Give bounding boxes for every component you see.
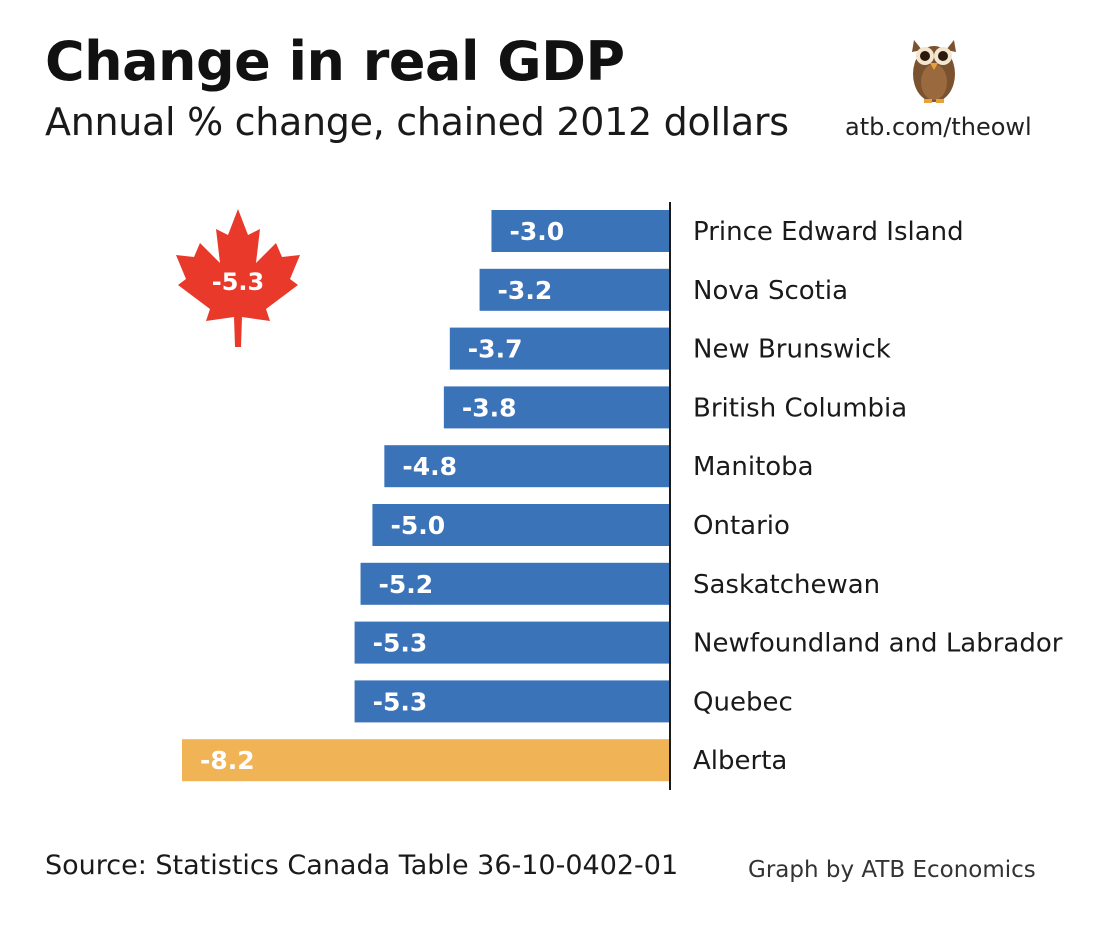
data-label: -8.2 — [200, 746, 255, 775]
category-label: Quebec — [693, 687, 793, 717]
data-label: -3.7 — [468, 335, 523, 364]
national-value-label: -5.3 — [211, 268, 265, 296]
category-label: British Columbia — [693, 393, 907, 423]
bar-quebec — [354, 680, 670, 723]
credit-note: Graph by ATB Economics — [748, 857, 1036, 883]
data-label: -5.0 — [390, 511, 445, 540]
data-label: -3.2 — [498, 276, 553, 305]
bar-prince-edward-island — [491, 210, 670, 252]
data-label: -3.8 — [462, 393, 517, 422]
category-label: Nova Scotia — [693, 276, 848, 306]
maple-leaf-icon — [176, 209, 300, 347]
category-label: Newfoundland and Labrador — [693, 629, 1063, 659]
chart-title: Change in real GDP — [45, 30, 625, 93]
bar-alberta — [182, 739, 670, 782]
data-label: -5.2 — [379, 570, 434, 599]
category-label: Ontario — [693, 511, 790, 541]
category-label: Alberta — [693, 746, 787, 776]
bar-british-columbia — [443, 386, 670, 429]
bar-new-brunswick — [449, 327, 670, 370]
data-label: -5.3 — [373, 687, 428, 716]
data-label: -4.8 — [402, 452, 457, 481]
brand-url: atb.com/theowl — [845, 113, 1032, 141]
bar-ontario — [372, 504, 670, 546]
owl-logo-icon — [912, 40, 956, 103]
bar-manitoba — [384, 445, 670, 488]
source-note: Source: Statistics Canada Table 36-10-04… — [45, 850, 679, 881]
category-label: Prince Edward Island — [693, 217, 964, 247]
data-label: -3.0 — [509, 217, 564, 246]
bar-nova-scotia — [479, 268, 670, 311]
data-label: -5.3 — [373, 629, 428, 658]
category-label: New Brunswick — [693, 335, 891, 365]
category-label: Saskatchewan — [693, 570, 880, 600]
bar-newfoundland-and-labrador — [354, 621, 670, 664]
chart-subtitle: Annual % change, chained 2012 dollars — [45, 100, 789, 144]
category-label: Manitoba — [693, 452, 814, 482]
bar-saskatchewan — [360, 562, 670, 605]
